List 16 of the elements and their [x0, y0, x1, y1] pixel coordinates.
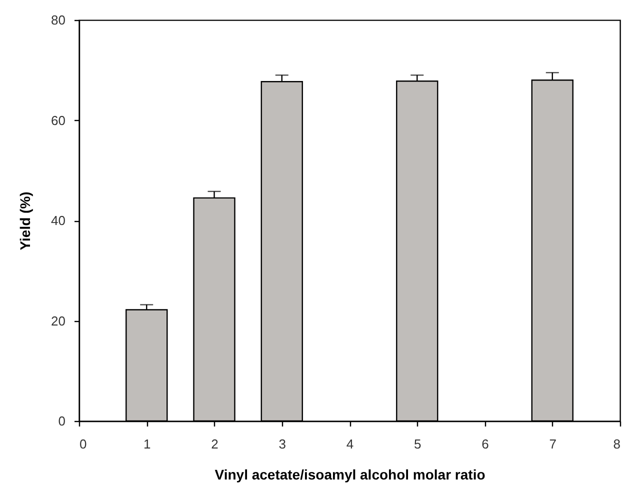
- x-tick-label: 6: [482, 436, 489, 452]
- x-tick-label: 5: [414, 436, 422, 452]
- x-tick-label: 1: [144, 436, 151, 452]
- x-tick-label: 2: [211, 436, 218, 452]
- y-tick-label: 60: [51, 112, 66, 128]
- x-axis-title: Vinyl acetate/isoamyl alcohol molar ratio: [214, 466, 486, 482]
- y-tick-label: 0: [58, 414, 66, 428]
- x-tick-label: 7: [549, 436, 556, 452]
- x-tick-label: 8: [613, 436, 620, 452]
- x-tick-label: 0: [80, 436, 87, 452]
- y-tick-label: 40: [51, 213, 66, 228]
- y-tick-label: 20: [51, 313, 66, 328]
- y-tick-label: 80: [51, 12, 66, 28]
- x-tick-label: 4: [346, 436, 354, 452]
- x-tick-label: 3: [278, 436, 286, 452]
- y-axis-title: Yield (%): [17, 192, 34, 250]
